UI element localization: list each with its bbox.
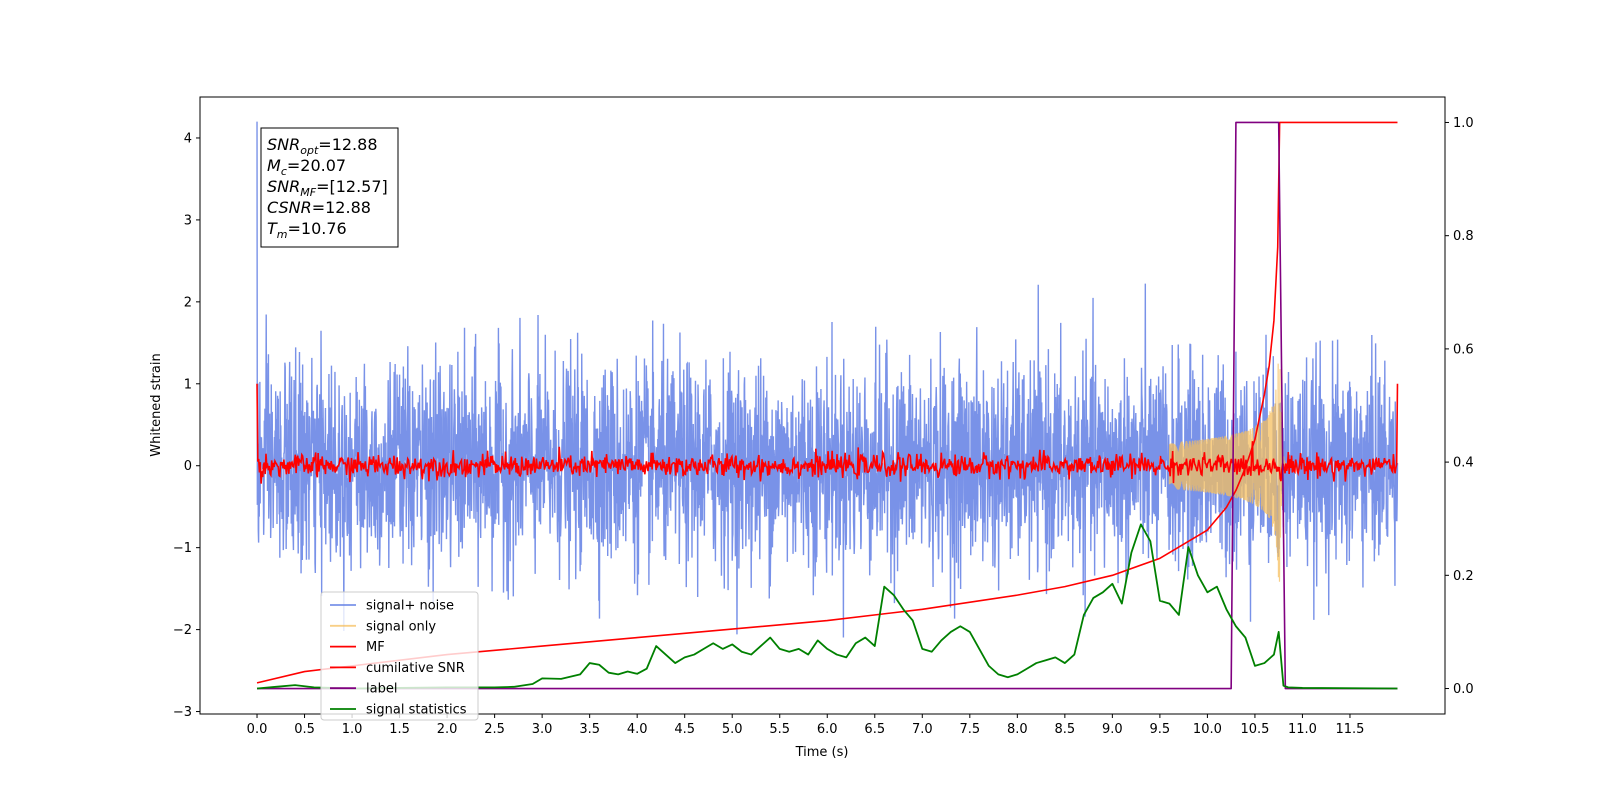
y-axis-right: 0.0 0.2 0.4 0.6 0.8 1.0 bbox=[1445, 116, 1474, 697]
x-tick-label: 2.5 bbox=[484, 722, 505, 737]
y-tick-label: 0 bbox=[184, 459, 192, 474]
cumulative-snr-line bbox=[256, 121, 1398, 684]
y2-tick-label: 0.2 bbox=[1453, 569, 1474, 584]
annotation-box: SNRopt=12.88Mc=20.07SNRMF=[12.57]CSNR=12… bbox=[260, 127, 399, 248]
x-tick-label: 7.5 bbox=[959, 722, 980, 737]
signal-statistics-series bbox=[256, 523, 1398, 690]
y2-tick-label: 1.0 bbox=[1453, 116, 1474, 131]
annotation-frame bbox=[260, 127, 399, 248]
legend-label: MF bbox=[366, 640, 385, 655]
legend-label: signal+ noise bbox=[366, 599, 454, 614]
x-tick-label: 5.5 bbox=[769, 722, 790, 737]
legend-frame bbox=[320, 591, 479, 721]
x-axis-label: Time (s) bbox=[795, 745, 849, 760]
signal-noise-series bbox=[256, 121, 1399, 638]
y-axis-label: Whitened strain bbox=[149, 353, 164, 456]
signal-statistics-line bbox=[256, 523, 1398, 690]
x-tick-label: 2.0 bbox=[437, 722, 458, 737]
legend: signal+ noise signal only MF cumilative SNR… bbox=[320, 591, 479, 721]
x-tick-label: 3.0 bbox=[532, 722, 553, 737]
y-tick-label: 4 bbox=[184, 131, 192, 146]
x-tick-label: 4.5 bbox=[674, 722, 695, 737]
x-tick-label: 5.0 bbox=[722, 722, 743, 737]
annotation-line: Tm=10.76 bbox=[267, 219, 347, 241]
y-tick-label: 3 bbox=[184, 213, 192, 228]
y-tick-label: −3 bbox=[173, 705, 192, 720]
y2-tick-label: 0.8 bbox=[1453, 229, 1474, 244]
legend-label: signal statistics bbox=[366, 703, 467, 718]
cumulative-snr-series bbox=[256, 121, 1398, 684]
annotation-line: Mc=20.07 bbox=[267, 156, 346, 178]
x-tick-label: 0.5 bbox=[294, 722, 315, 737]
x-tick-label: 0.0 bbox=[247, 722, 268, 737]
x-axis: 0.0 0.5 1.0 1.5 2.0 2.5 3.0 3.5 4.0 4.5 5.0 5.5 6.0 6… bbox=[247, 714, 1364, 737]
x-tick-label: 4.0 bbox=[627, 722, 648, 737]
x-tick-label: 10.5 bbox=[1240, 722, 1269, 737]
mf-series bbox=[256, 383, 1399, 484]
annotation-line: SNRMF=[12.57] bbox=[267, 177, 388, 199]
signal-noise-line bbox=[256, 121, 1399, 638]
y-tick-label: −2 bbox=[173, 623, 192, 638]
legend-label: label bbox=[366, 682, 397, 697]
x-tick-label: 9.0 bbox=[1102, 722, 1123, 737]
x-tick-label: 7.0 bbox=[912, 722, 933, 737]
legend-label: cumilative SNR bbox=[366, 661, 465, 676]
plot-area bbox=[256, 121, 1399, 690]
x-tick-label: 3.5 bbox=[579, 722, 600, 737]
x-tick-label: 1.5 bbox=[389, 722, 410, 737]
y2-tick-label: 0.6 bbox=[1453, 342, 1474, 357]
annotation-line: SNRopt=12.88 bbox=[267, 135, 378, 157]
legend-label: signal only bbox=[366, 619, 436, 634]
x-tick-label: 6.5 bbox=[864, 722, 885, 737]
x-tick-label: 11.5 bbox=[1335, 722, 1364, 737]
x-tick-label: 11.0 bbox=[1288, 722, 1317, 737]
mf-line bbox=[256, 383, 1399, 484]
x-tick-label: 1.0 bbox=[342, 722, 363, 737]
x-tick-label: 8.0 bbox=[1007, 722, 1028, 737]
x-tick-label: 6.0 bbox=[817, 722, 838, 737]
y-tick-label: 1 bbox=[184, 377, 192, 392]
plot-frame bbox=[199, 96, 1446, 715]
y2-tick-label: 0.4 bbox=[1453, 456, 1474, 471]
y2-tick-label: 0.0 bbox=[1453, 682, 1474, 697]
y-axis-left: −3 −2 −1 0 1 2 3 4 bbox=[173, 131, 200, 720]
y-tick-label: −1 bbox=[173, 541, 192, 556]
y-tick-label: 2 bbox=[184, 295, 192, 310]
annotation-line: CSNR=12.88 bbox=[267, 198, 371, 217]
x-tick-label: 10.0 bbox=[1193, 722, 1222, 737]
x-tick-label: 9.5 bbox=[1150, 722, 1171, 737]
x-tick-label: 8.5 bbox=[1055, 722, 1076, 737]
